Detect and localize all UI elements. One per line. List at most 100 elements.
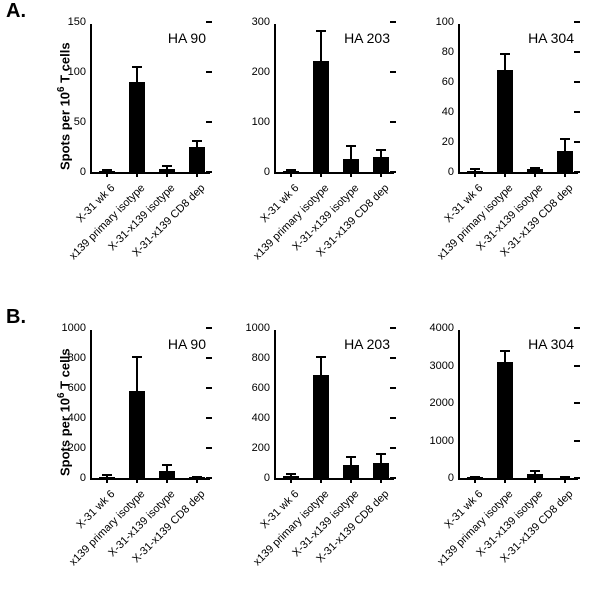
ytick-label: 800 [252,352,276,364]
plot-area: HA 2030100200300 [274,24,394,174]
xtick-mark [290,172,292,177]
ytick-mark [574,477,580,479]
plot-area: HA 90Spots per 106 T cells02004006008001… [90,330,210,480]
ytick-label: 100 [436,16,460,28]
ytick-mark [390,171,396,173]
xtick-mark [166,172,168,177]
ytick-mark [390,21,396,23]
ytick-label: 0 [264,472,276,484]
ytick-label: 4000 [430,322,460,334]
bar [129,82,146,172]
ytick-label: 0 [448,472,460,484]
error-bar [504,54,506,71]
xtick-mark [504,478,506,483]
ytick-label: 50 [74,116,92,128]
error-cap [192,140,202,142]
ytick-label: 20 [442,136,460,148]
bar [313,375,330,478]
panel-title: HA 90 [168,30,206,46]
plot-area: HA 90Spots per 106 T cells050100150 [90,24,210,174]
ytick-label: 1000 [246,322,276,334]
chart-panel: HA 90Spots per 106 T cells02004006008001… [64,326,214,606]
ytick-mark [574,171,580,173]
ytick-mark [390,477,396,479]
error-bar [136,357,138,392]
ytick-mark [574,141,580,143]
ytick-label: 40 [442,106,460,118]
error-cap [346,145,356,147]
ytick-mark [390,387,396,389]
ytick-label: 100 [68,66,92,78]
error-cap [162,165,172,167]
ytick-mark [574,402,580,404]
error-cap [286,169,296,171]
ytick-label: 600 [252,382,276,394]
xtick-mark [564,478,566,483]
bar [497,362,514,478]
error-cap [316,30,326,32]
error-cap [560,138,570,140]
error-bar [564,139,566,151]
xtick-mark [350,172,352,177]
error-cap [376,149,386,151]
ytick-label: 60 [442,76,460,88]
ytick-label: 300 [252,16,276,28]
ytick-label: 200 [68,442,92,454]
xtick-mark [196,172,198,177]
ytick-label: 400 [68,412,92,424]
ytick-mark [206,327,212,329]
xtick-mark [474,478,476,483]
ytick-mark [390,121,396,123]
ytick-label: 200 [252,442,276,454]
plot-area: HA 304020406080100 [458,24,578,174]
ytick-label: 400 [252,412,276,424]
ytick-mark [206,121,212,123]
error-bar [350,146,352,159]
xtick-mark [166,478,168,483]
ytick-mark [390,71,396,73]
chart-panel: HA 304020406080100X-31 wk 6x139 primary … [432,20,582,290]
error-cap [376,453,386,455]
ytick-mark [206,477,212,479]
bar [497,70,514,172]
ytick-label: 1000 [430,435,460,447]
ytick-label: 0 [264,166,276,178]
xtick-mark [196,478,198,483]
chart-panel: HA 20302004006008001000X-31 wk 6x139 pri… [248,326,398,606]
error-bar [320,31,322,61]
xtick-mark [474,172,476,177]
plot-area: HA 30401000200030004000 [458,330,578,480]
bar [159,471,176,479]
error-cap [530,167,540,169]
ytick-mark [206,447,212,449]
panel-title: HA 203 [344,30,390,46]
xtick-mark [290,478,292,483]
row-label: A. [6,0,26,23]
error-bar [504,351,506,362]
ytick-mark [206,417,212,419]
xtick-mark [564,172,566,177]
ytick-mark [390,357,396,359]
xtick-mark [380,478,382,483]
error-bar [380,150,382,157]
chart-panel: HA 90Spots per 106 T cells050100150X-31 … [64,20,214,290]
error-cap [316,356,326,358]
bar [343,465,360,478]
error-bar [350,457,352,465]
error-cap [286,473,296,475]
error-cap [102,169,112,171]
ytick-mark [206,171,212,173]
bar [129,391,146,478]
error-cap [132,356,142,358]
ytick-label: 200 [252,66,276,78]
error-cap [470,168,480,170]
ytick-mark [574,81,580,83]
error-cap [500,53,510,55]
ytick-mark [390,327,396,329]
y-axis-label: Spots per 106 T cells [56,42,72,170]
xtick-mark [534,478,536,483]
panel-title: HA 304 [528,336,574,352]
chart-panel: HA 30401000200030004000X-31 wk 6x139 pri… [432,326,582,606]
ytick-label: 100 [252,116,276,128]
ytick-label: 2000 [430,397,460,409]
